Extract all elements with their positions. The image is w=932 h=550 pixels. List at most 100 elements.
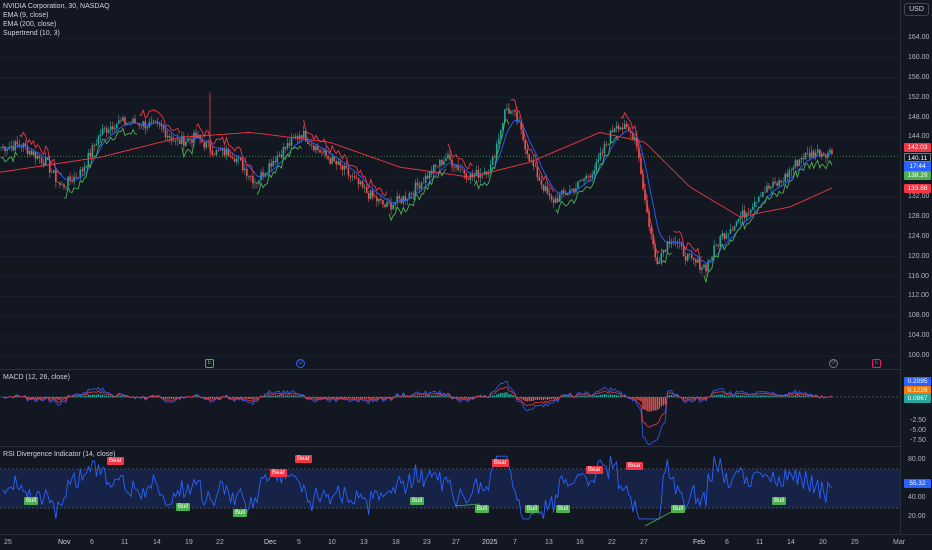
macd-histogram-bar [207, 397, 209, 398]
candle-body [394, 202, 396, 205]
candle-body [601, 152, 604, 154]
candle-body [333, 156, 335, 162]
macd-histogram-bar [451, 397, 453, 398]
candle-body [372, 190, 374, 197]
ema-fast-legend[interactable]: EMA (9, close) [3, 12, 49, 19]
macd-histogram-bar [156, 396, 159, 398]
macd-histogram-bar [741, 395, 744, 398]
macd-histogram-bar [81, 396, 83, 398]
macd-histogram-bar [101, 394, 104, 398]
candle-body [118, 120, 120, 124]
macd-histogram-bar [687, 397, 689, 399]
macd-histogram-bar [699, 397, 701, 399]
candle-body [632, 133, 634, 140]
ema-slow-legend[interactable]: EMA (200, close) [3, 21, 57, 28]
candle-body [32, 151, 35, 156]
candle-body [804, 152, 807, 160]
macd-histogram-bar [455, 397, 457, 398]
macd-histogram-bar [91, 394, 94, 398]
candle-body [268, 163, 270, 173]
candle-body [772, 181, 774, 187]
macd-histogram-bar [268, 395, 270, 398]
candle-body [723, 233, 726, 239]
candle-body [172, 141, 175, 142]
time-axis-label: 7 [513, 539, 517, 546]
candle-body [662, 249, 665, 253]
macd-histogram-bar [670, 395, 673, 398]
symbol-legend[interactable]: NVIDIA Corporation, 30, NASDAQ [3, 3, 110, 10]
time-axis-label: Nov [58, 539, 71, 546]
macd-histogram-bar [447, 395, 449, 398]
earnings-icon[interactable]: E [205, 359, 214, 368]
macd-histogram-bar [32, 397, 35, 398]
macd-histogram-bar [534, 397, 537, 400]
macd-histogram-bar [97, 394, 100, 398]
macd-histogram-bar [459, 397, 461, 399]
candle-body [412, 193, 415, 195]
earnings-upcoming-icon[interactable]: E [872, 359, 881, 368]
currency-button[interactable]: USD [904, 3, 929, 16]
candle-body [77, 177, 80, 179]
candle-body [97, 136, 100, 145]
macd-histogram-bar [357, 397, 360, 399]
candle-body [89, 152, 92, 157]
macd-histogram-bar [325, 397, 327, 398]
macd-histogram-bar [504, 392, 506, 398]
macd-histogram-bar [112, 396, 114, 398]
candle-body [721, 233, 724, 237]
macd-histogram-bar [368, 397, 370, 400]
time-axis-label: 6 [90, 539, 94, 546]
price-axis-label: 148.00 [908, 113, 930, 121]
macd-histogram-bar [719, 394, 721, 398]
candle-body [715, 245, 717, 246]
candle-body [183, 135, 185, 146]
candle-body [688, 253, 691, 255]
macd-histogram-bar [34, 397, 37, 399]
macd-histogram-bar [288, 395, 291, 398]
macd-histogram-bar [449, 396, 451, 398]
price-axis-label: 116.00 [908, 272, 929, 280]
candle-body [361, 181, 364, 188]
candle-body [502, 123, 504, 130]
macd-histogram-bar [26, 397, 29, 399]
macd-histogram-bar [479, 396, 482, 398]
dividend-icon[interactable]: D [296, 359, 305, 368]
rsi-axis-label: 40.00 [908, 494, 926, 501]
macd-histogram-bar [205, 397, 207, 399]
macd-histogram-bar [660, 397, 663, 407]
macd-histogram-bar [53, 397, 55, 399]
candle-body [784, 173, 787, 183]
macd-histogram-bar [87, 394, 90, 398]
macd-histogram-bar [780, 396, 782, 398]
supertrend-legend[interactable]: Supertrend (10, 3) [3, 30, 60, 37]
ema-200-line [0, 131, 833, 218]
macd-histogram-bar [496, 394, 498, 398]
candle-body [790, 170, 793, 171]
candle-body [565, 193, 567, 195]
candle-body [621, 127, 624, 130]
macd-histogram-bar [831, 396, 833, 398]
macd-histogram-bar [67, 396, 69, 398]
candle-body [800, 157, 803, 160]
last-price-tag: 140.11 [904, 153, 931, 162]
macd-histogram-bar [628, 397, 630, 398]
macd-histogram-bar [254, 397, 256, 399]
macd-legend[interactable]: MACD (12, 26, close) [3, 374, 70, 381]
candle-body [95, 144, 98, 146]
macd-histogram-bar [817, 396, 819, 398]
time-axis-label: 6 [725, 539, 729, 546]
macd-histogram-bar [758, 395, 760, 398]
candle-body [69, 176, 71, 181]
macd-histogram-bar [583, 396, 585, 398]
history-icon[interactable]: ↺ [829, 359, 838, 368]
macd-histogram-bar [319, 397, 321, 399]
candle-body [321, 152, 323, 154]
bull-signal-label: Bull [410, 497, 425, 505]
macd-histogram-bar [731, 396, 734, 398]
candle-body [686, 253, 689, 261]
rsi-legend[interactable]: RSI Divergence Indicator (14, close) [3, 451, 116, 458]
candle-body [627, 127, 630, 131]
macd-histogram-bar [790, 395, 793, 398]
candle-body [306, 141, 309, 144]
